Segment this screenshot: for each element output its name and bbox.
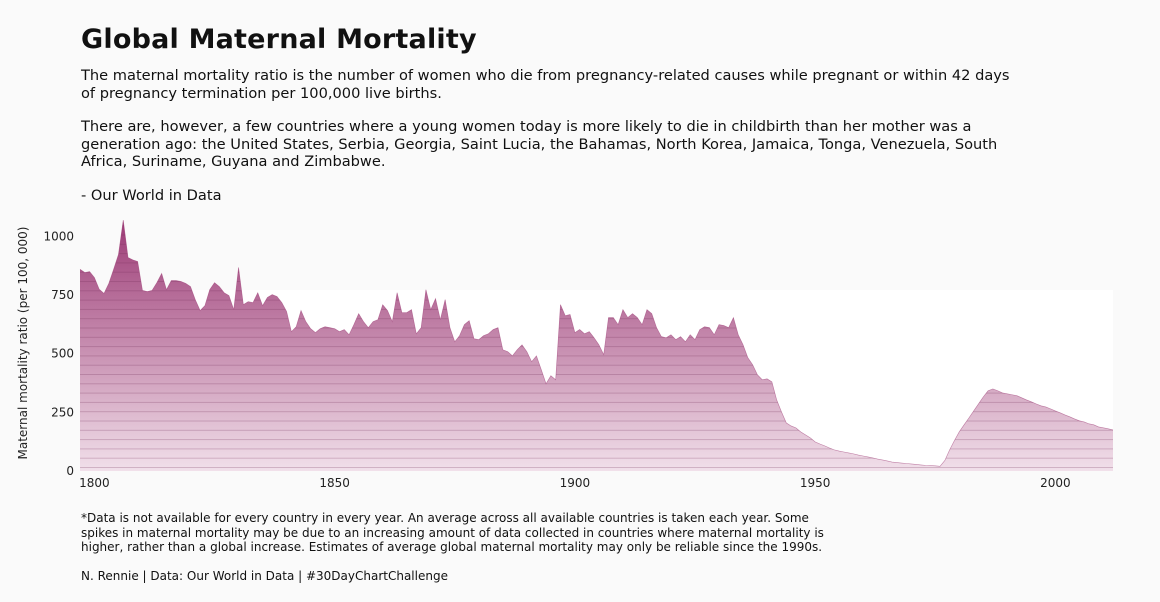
subtitle-paragraph: - Our World in Data	[81, 186, 222, 204]
x-tick-label: 1950	[800, 476, 831, 490]
y-tick-label: 250	[51, 405, 74, 419]
x-tick-label: 1850	[319, 476, 350, 490]
y-tick-label: 1000	[43, 229, 74, 243]
title: Global Maternal Mortality	[81, 24, 477, 55]
subtitle: The maternal mortality ratio is the numb…	[81, 67, 1016, 221]
y-tick-label: 500	[51, 347, 74, 361]
caption: *Data is not available for every country…	[81, 511, 824, 555]
y-tick-label: 0	[66, 464, 74, 478]
area-outline	[79, 219, 1114, 467]
x-tick-label: 1800	[79, 476, 110, 490]
y-tick-label: 750	[51, 288, 74, 302]
y-axis-label: Maternal mortality ratio (per 100, 000)	[16, 227, 30, 460]
subtitle-paragraph: There are, however, a few countries wher…	[81, 118, 998, 171]
credit: N. Rennie | Data: Our World in Data | #3…	[81, 569, 448, 583]
x-tick-label: 1900	[560, 476, 591, 490]
area-stripes	[80, 220, 1113, 471]
subtitle-paragraph: The maternal mortality ratio is the numb…	[81, 67, 1010, 102]
x-tick-label: 2000	[1040, 476, 1071, 490]
